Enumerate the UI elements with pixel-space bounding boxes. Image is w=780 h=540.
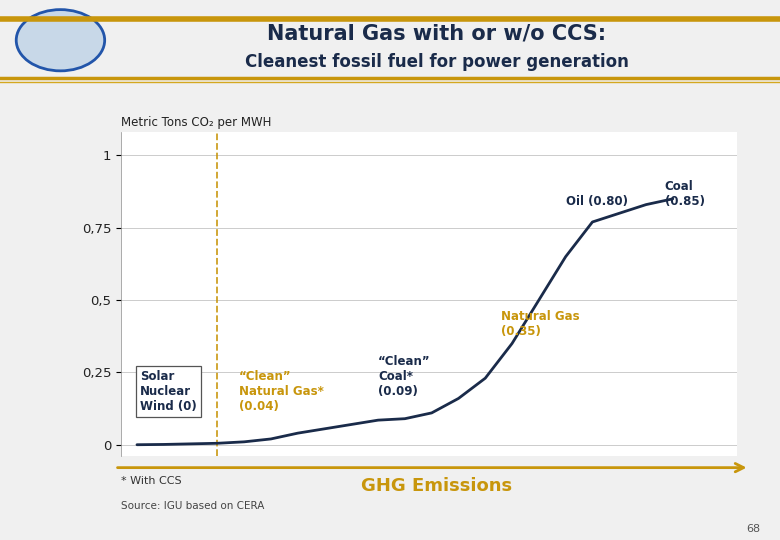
Circle shape (16, 10, 105, 71)
Text: 68: 68 (746, 523, 760, 534)
Text: “Clean”
Natural Gas*
(0.04): “Clean” Natural Gas* (0.04) (239, 370, 324, 413)
Text: GHG Emissions: GHG Emissions (361, 477, 512, 495)
Text: Source: IGU based on CERA: Source: IGU based on CERA (121, 501, 264, 511)
Text: “Clean”
Coal*
(0.09): “Clean” Coal* (0.09) (378, 355, 431, 399)
Text: Natural Gas with or w/o CCS:: Natural Gas with or w/o CCS: (268, 24, 606, 44)
Text: Metric Tons CO₂ per MWH: Metric Tons CO₂ per MWH (121, 116, 271, 129)
Text: Solar
Nuclear
Wind (0): Solar Nuclear Wind (0) (140, 370, 197, 413)
Text: Oil (0.80): Oil (0.80) (566, 194, 628, 207)
Text: Cleanest fossil fuel for power generation: Cleanest fossil fuel for power generatio… (245, 53, 629, 71)
Text: * With CCS: * With CCS (121, 476, 182, 487)
Text: Coal
(0.85): Coal (0.85) (665, 179, 705, 207)
Text: Natural Gas
(0.35): Natural Gas (0.35) (502, 310, 580, 338)
